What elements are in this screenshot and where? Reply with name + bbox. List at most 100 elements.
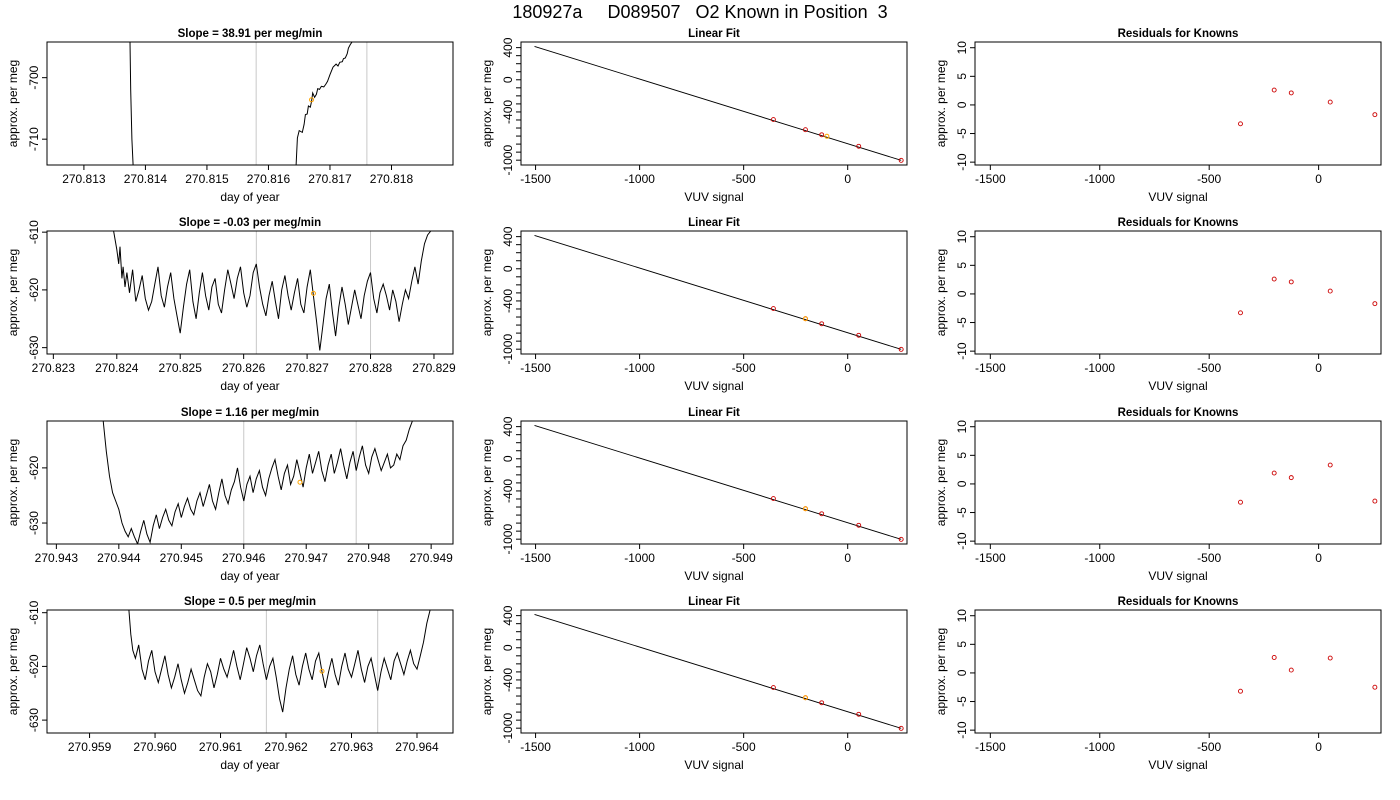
data-point [898, 346, 904, 352]
x-tick-label: -1500 [520, 551, 551, 565]
x-tick-label: 270.825 [159, 361, 203, 375]
y-tick-label: 0 [501, 265, 515, 272]
x-tick-label: 270.945 [160, 551, 204, 565]
data-point [1288, 90, 1294, 96]
x-tick-label: -1000 [624, 551, 655, 565]
x-tick-label: 0 [1315, 740, 1322, 754]
highlight-point [802, 506, 808, 512]
data-point [819, 321, 825, 327]
y-tick-label: -630 [27, 708, 41, 732]
y-tick-label: -1000 [501, 145, 515, 176]
panel-4: Slope = -0.03 per meg/min 270.823 270.824 2… [6, 217, 456, 393]
data-point [1238, 121, 1243, 127]
y-tick-label: -1000 [501, 334, 515, 365]
y-tick-label: 0 [955, 669, 969, 676]
plot-area [102, 421, 413, 544]
panel-11: Linear Fit -1500 -1000 -500 0 400 0 -400 -1000 VU… [480, 596, 908, 772]
x-tick-label: -500 [732, 551, 756, 565]
y-tick-label: 400 [501, 37, 515, 57]
highlight-point [824, 133, 830, 139]
sample-point [310, 290, 316, 296]
plot-area [129, 42, 368, 165]
x-tick-label: 270.961 [199, 740, 243, 754]
data-point [1271, 470, 1277, 476]
data-point [1238, 499, 1243, 505]
x-tick-label: -1000 [624, 740, 655, 754]
data-point [819, 132, 825, 138]
data-point [1288, 667, 1294, 673]
series-line [129, 42, 134, 165]
y-tick-label: -700 [27, 65, 41, 89]
y-tick-label: 5 [955, 641, 969, 648]
series-line [295, 42, 353, 165]
x-tick-label: -1000 [1084, 740, 1115, 754]
y-tick-label: 0 [501, 76, 515, 83]
y-axis-label: approx. per meg [480, 60, 494, 147]
y-axis-label: approx. per meg [934, 628, 948, 715]
x-axis-label: day of year [220, 190, 279, 204]
chart-title: Slope = 1.16 per meg/min [181, 407, 319, 419]
y-tick-label: 10 [955, 41, 969, 55]
x-tick-label: 270.826 [222, 361, 266, 375]
data-point [770, 496, 776, 502]
plot-frame [974, 230, 1382, 355]
x-tick-label: 270.813 [62, 172, 106, 186]
x-tick-label: 270.815 [185, 172, 229, 186]
x-axis-label: VUV signal [1148, 569, 1207, 583]
plot-frame [974, 41, 1382, 166]
data-point [1238, 310, 1243, 316]
panel-3: Residuals for Knowns -1500 -1000 -500 0 10 5 0 -… [934, 28, 1382, 204]
x-tick-label: -500 [1197, 551, 1221, 565]
x-tick-label: 270.827 [285, 361, 329, 375]
plot-area [113, 231, 432, 354]
x-tick-label: 270.946 [222, 551, 266, 565]
y-tick-label: 400 [501, 226, 515, 246]
y-axis-label: approx. per meg [934, 60, 948, 147]
chart-title: Residuals for Knowns [1118, 596, 1239, 608]
plot-frame [46, 230, 454, 355]
data-point [1372, 684, 1378, 690]
plot-area [128, 610, 431, 733]
data-point [1271, 276, 1277, 282]
y-tick-label: 10 [955, 420, 969, 434]
chart-title: Residuals for Knowns [1118, 28, 1239, 40]
y-tick-label: -630 [27, 335, 41, 359]
data-point [1327, 288, 1333, 294]
sample-point [309, 97, 315, 103]
series-line [102, 421, 413, 544]
x-tick-label: 0 [844, 740, 851, 754]
data-point [856, 711, 862, 717]
plot-frame [46, 420, 454, 545]
x-tick-label: -1500 [520, 740, 551, 754]
x-tick-label: 270.960 [133, 740, 177, 754]
data-point [1271, 87, 1277, 93]
y-tick-label: 10 [955, 230, 969, 244]
chart-title: Linear Fit [688, 596, 740, 608]
x-tick-label: 270.816 [247, 172, 291, 186]
chart-title: Linear Fit [688, 217, 740, 229]
data-point [770, 306, 776, 312]
panel-9: Residuals for Knowns -1500 -1000 -500 0 10 5 0 -… [934, 407, 1382, 583]
x-tick-label: 0 [1315, 361, 1322, 375]
y-tick-label: 0 [955, 480, 969, 487]
data-point [1327, 462, 1333, 468]
data-point [1271, 655, 1277, 660]
y-tick-label: -400 [501, 100, 515, 124]
y-tick-label: 400 [501, 605, 515, 625]
x-tick-label: -1000 [624, 172, 655, 186]
chart-title: Slope = 0.5 per meg/min [184, 596, 316, 608]
x-tick-label: 270.943 [35, 551, 79, 565]
x-axis-label: day of year [220, 379, 279, 393]
y-tick-label: 10 [955, 609, 969, 623]
x-tick-label: -1000 [1084, 551, 1115, 565]
data-point [856, 143, 862, 149]
plot-area [534, 613, 904, 731]
fit-line [534, 613, 902, 729]
fit-line [534, 424, 902, 540]
y-tick-label: 5 [955, 262, 969, 269]
y-tick-label: -400 [501, 289, 515, 313]
chart-title: Slope = -0.03 per meg/min [179, 217, 321, 229]
panel-6: Residuals for Knowns -1500 -1000 -500 0 10 5 0 -… [934, 217, 1382, 393]
x-tick-label: 270.947 [285, 551, 329, 565]
